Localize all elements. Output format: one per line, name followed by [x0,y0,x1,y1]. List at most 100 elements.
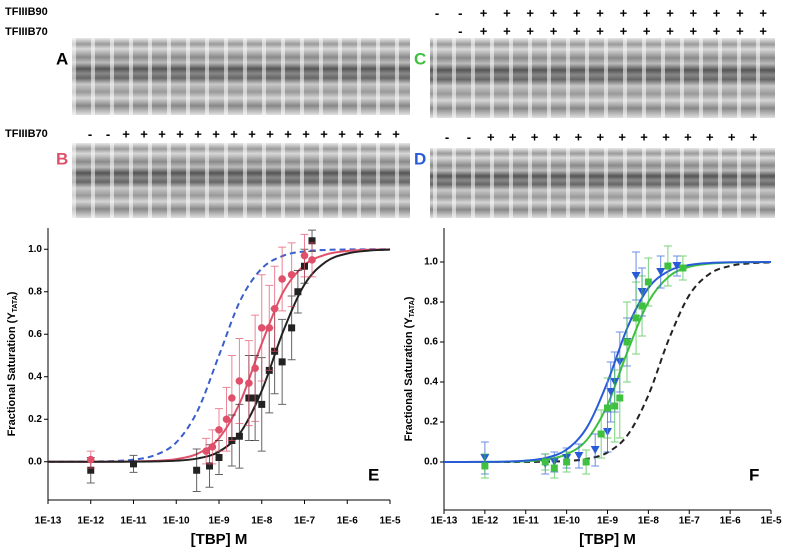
data-point [300,251,309,260]
panel-label: E [368,465,379,484]
lane-sign: + [666,23,674,38]
x-tick-label: 1E-9 [597,516,619,527]
data-point [86,455,95,464]
lane-sign: + [356,126,364,141]
lane-sign: - [88,126,92,141]
lane-sign: + [713,23,721,38]
x-tick-label: 1E-8 [251,516,273,527]
lane-sign: + [759,23,767,38]
gel-a [72,38,410,115]
x-tick-label: 1E-11 [120,516,147,527]
lane-sign: + [176,126,184,141]
x-tick-label: 1E-13 [35,516,62,527]
lane-sign: + [230,126,238,141]
lane-sign: + [736,23,744,38]
lane-sign: - [458,23,462,38]
lane-sign: + [302,126,310,141]
data-point [235,377,244,385]
data-point [287,270,296,279]
data-point [604,404,611,412]
x-tick-label: 1E-12 [77,516,104,527]
x-tick-label: 1E-9 [208,516,230,527]
x-tick-label: 1E-6 [337,516,359,527]
panel-label: D [414,149,426,168]
lane-sign: - [458,5,462,20]
data-point [270,304,279,313]
lane-sign: + [596,23,604,38]
data-point [251,364,259,373]
lane-sign: + [122,126,130,141]
gel-b [72,143,410,218]
lane-sign: + [690,5,698,20]
data-point [616,394,624,402]
data-point [638,302,646,310]
lane-sign: + [550,5,558,20]
y-tick-label: 0.6 [28,329,42,340]
data-point [308,256,316,264]
data-point [193,466,201,474]
data-point [288,324,296,332]
y-tick-label: 0.6 [424,337,438,348]
panel-label: F [749,465,759,484]
data-point [611,402,619,410]
panel-label: A [56,49,68,68]
data-point [258,400,266,408]
row-label: TFIIIB70 [5,26,48,38]
x-tick-label: 1E-10 [553,516,580,527]
data-point [278,358,286,366]
lane-sign: + [320,126,328,141]
lane-sign: + [618,129,626,144]
fit-curve [47,248,391,463]
data-point [656,268,666,276]
lane-sign: + [662,129,670,144]
lane-sign: + [509,129,517,144]
lane-sign: + [212,126,220,141]
lane-sign: + [480,23,488,38]
data-point [664,262,672,270]
x-axis-label: [TBP] M [579,531,636,548]
lane-sign: + [284,126,292,141]
data-point [672,262,682,270]
x-tick-label: 1E-7 [679,516,701,527]
y-tick-label: 1.0 [424,257,438,268]
lane-sign: + [573,5,581,20]
data-point [202,447,210,455]
y-tick-label: 0.4 [28,371,42,382]
lane-sign: + [666,5,674,20]
lane-sign: + [266,126,274,141]
lane-sign: + [759,5,767,20]
x-tick-label: 1E-7 [294,516,316,527]
y-tick-label: 0.0 [424,457,438,468]
lane-sign: + [526,23,534,38]
lane-sign: - [467,129,471,144]
y-axis-label-sub: TATA [12,295,19,312]
lane-sign: + [503,23,511,38]
data-point [228,394,236,402]
lane-sign: + [736,5,744,20]
x-tick-label: 1E-8 [638,516,660,527]
data-point [481,462,489,470]
data-point [679,264,687,272]
lane-sign: + [643,23,651,38]
lane-sign: + [531,129,539,144]
x-axis-label: [TBP] M [191,531,248,548]
data-point [631,272,641,280]
y-axis-label-end: ) [6,291,18,295]
data-point [208,443,217,451]
lane-sign: + [248,126,256,141]
x-tick-label: 1E-13 [431,516,458,527]
lane-sign: + [620,23,628,38]
lane-sign: + [573,23,581,38]
data-point [222,415,231,424]
data-point [582,458,590,466]
lane-sign: + [374,126,382,141]
x-tick-label: 1E-6 [720,516,742,527]
data-point [245,379,253,387]
panel-label: B [56,149,68,168]
x-tick-label: 1E-12 [472,516,499,527]
y-tick-label: 0.4 [424,377,438,388]
data-point [278,275,286,283]
y-axis-label-sub: TATA [409,300,416,317]
data-point [574,452,584,460]
x-tick-label: 1E-11 [513,516,540,527]
